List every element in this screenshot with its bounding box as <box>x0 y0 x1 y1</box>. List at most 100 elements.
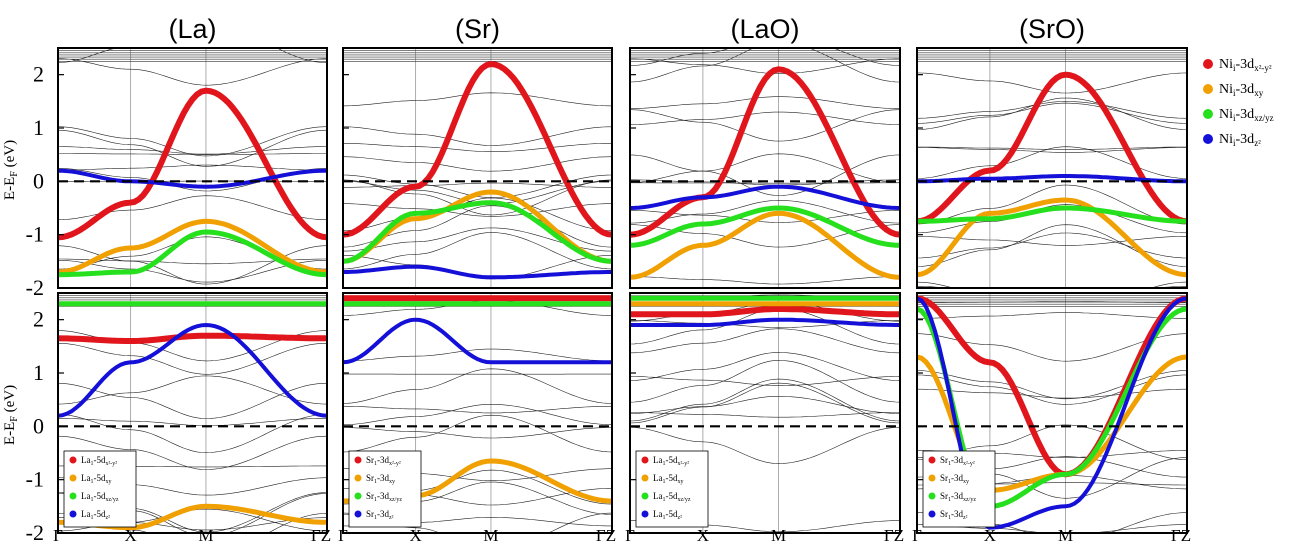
panel-plot-area <box>917 48 1187 288</box>
k-path-label: Γ <box>338 526 348 542</box>
background-band <box>343 205 612 248</box>
background-band <box>630 109 900 142</box>
background-band <box>917 374 1187 405</box>
background-band <box>630 360 900 403</box>
legend-orbital: -3d <box>377 491 389 501</box>
k-path-label: ΓZ <box>311 526 331 542</box>
legend-orbital: -3d <box>377 473 389 483</box>
panel-legend-marker <box>641 456 649 464</box>
legend-element-sub: 1 <box>91 497 94 503</box>
panel-legend-label: Sr1-3dz² <box>940 509 968 521</box>
k-path-label: ΓZ <box>884 526 904 542</box>
legend-element: La <box>81 473 91 483</box>
background-band <box>343 232 612 270</box>
legend-label: Nii-3dxz/yz <box>1219 107 1274 123</box>
panel-legend-label: Sr1-3dxz/yz <box>366 491 402 503</box>
projected-band <box>917 295 1187 478</box>
background-band <box>630 352 900 381</box>
projected-band <box>917 71 1187 225</box>
legend-element: La <box>81 455 91 465</box>
band-panel <box>342 47 613 289</box>
legend-element: Ni <box>1219 107 1233 122</box>
background-band <box>343 427 612 439</box>
legend-orbital: -3d <box>377 509 389 519</box>
legend-orbital-sub: xz/yz <box>678 497 691 503</box>
band-panel <box>916 47 1188 289</box>
background-band <box>917 102 1187 124</box>
panel-legend-marker <box>69 492 77 500</box>
background-band <box>630 96 900 109</box>
background-band <box>58 260 327 283</box>
legend-orbital: -5d <box>666 509 678 519</box>
panel-legend-marker <box>928 474 936 482</box>
panel-legend-label: Sr1-3dx²-y² <box>940 455 975 467</box>
background-band <box>630 276 900 285</box>
background-band <box>917 204 1187 234</box>
panel-frame <box>342 292 613 534</box>
background-band <box>58 382 327 419</box>
legend-orbital: -3d <box>1236 57 1255 72</box>
background-band <box>343 156 612 172</box>
panel-legend-label: La1-5dxz/yz <box>653 491 691 503</box>
projected-band <box>917 174 1187 184</box>
y-axis-label-unit: (eV) <box>2 140 18 171</box>
legend-element-sub: i <box>1233 63 1236 73</box>
background-band <box>58 48 327 63</box>
legend-orbital-sub: xz/yz <box>963 497 976 503</box>
projected-band <box>343 317 612 365</box>
background-band <box>343 405 612 414</box>
legend-orbital: -3d <box>951 455 963 465</box>
background-band <box>58 418 327 426</box>
projected-band <box>630 317 900 327</box>
background-band <box>917 236 1187 246</box>
legend-element-sub: 1 <box>948 497 951 503</box>
panel-legend-marker <box>928 510 936 518</box>
k-path-label: M <box>1058 526 1073 542</box>
projected-band <box>630 205 900 248</box>
legend-orbital-sub: xz/yz <box>106 497 119 503</box>
panel-legend-label: La1-5dxy <box>81 473 112 485</box>
background-band <box>58 126 327 157</box>
background-band <box>630 427 900 464</box>
background-band <box>343 368 612 404</box>
background-band <box>630 111 900 125</box>
background-band <box>630 378 900 422</box>
background-band <box>343 414 612 453</box>
legend-orbital: -5d <box>94 491 106 501</box>
legend-orbital-sub: xy <box>106 479 112 485</box>
panel-plot-area <box>343 48 612 288</box>
panel-frame <box>57 47 328 289</box>
legend-orbital-sub: z² <box>1254 138 1261 148</box>
projected-band <box>917 205 1187 224</box>
legend-element-sub: 1 <box>948 515 951 521</box>
background-band <box>343 197 612 231</box>
legend-orbital: -3d <box>1236 107 1255 122</box>
legend-orbital-sub: z² <box>106 515 111 521</box>
background-band <box>917 388 1187 399</box>
background-band <box>343 203 612 217</box>
k-path-label: X <box>984 526 996 542</box>
legend-element: Ni <box>1219 57 1233 72</box>
projected-band <box>630 66 900 238</box>
panel-legend-marker <box>641 474 649 482</box>
legend-element-sub: 1 <box>374 515 377 521</box>
k-path-label: X <box>697 526 709 542</box>
panel-frame <box>916 292 1188 534</box>
legend-element: La <box>81 509 91 519</box>
background-band <box>917 184 1187 225</box>
legend-orbital: -3d <box>1236 82 1255 97</box>
panel-frame <box>629 292 901 534</box>
k-path-label: ΓZ <box>1171 526 1191 542</box>
legend-orbital: -3d <box>1236 132 1255 147</box>
legend-orbital-sub: xy <box>963 479 969 485</box>
legend-element: Sr <box>366 491 374 501</box>
legend-element-sub: i <box>1233 88 1236 98</box>
panel-legend-marker <box>354 456 362 464</box>
